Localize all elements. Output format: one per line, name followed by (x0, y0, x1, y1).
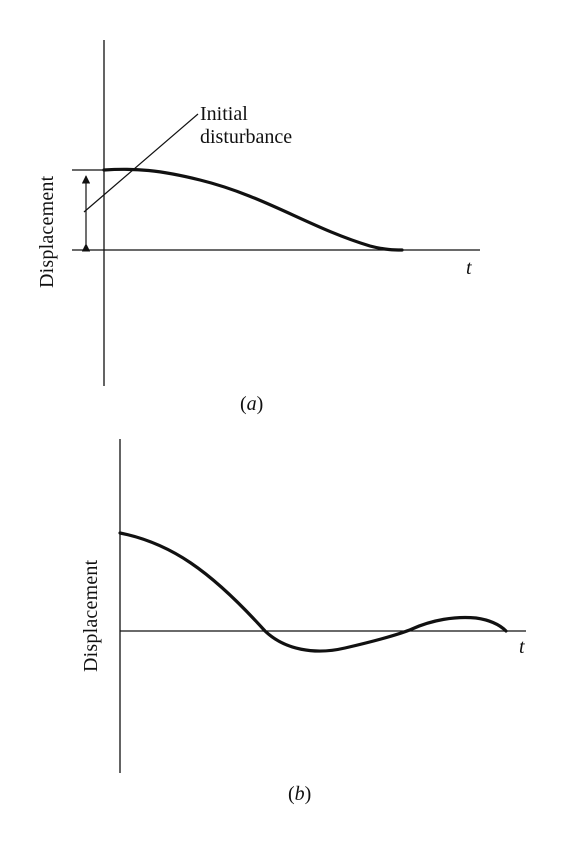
response-curve-a (102, 167, 404, 252)
figure-a-plot (72, 40, 480, 386)
figure-b-plot (118, 439, 526, 773)
figure-a: Initial disturbance Displacement t (a) (36, 40, 480, 415)
initial-disturbance-line1: Initial (200, 103, 248, 125)
t-axis-label-a: t (466, 257, 472, 279)
initial-disturbance-label: Initial disturbance (200, 103, 292, 149)
y-axis-label-a: Displacement (36, 175, 58, 288)
figure-b: Displacement t (b) (0, 425, 569, 847)
t-axis-label-b: t (519, 636, 525, 658)
annotation-leader-line (83, 113, 199, 213)
response-curve-b (118, 531, 508, 653)
caption-b-letter: b (294, 783, 305, 805)
caption-a: (a) (240, 393, 264, 415)
y-axis-label-b: Displacement (80, 559, 102, 672)
caption-a-letter: a (246, 393, 257, 415)
caption-b: (b) (288, 783, 312, 805)
initial-disturbance-line2: disturbance (200, 126, 293, 148)
